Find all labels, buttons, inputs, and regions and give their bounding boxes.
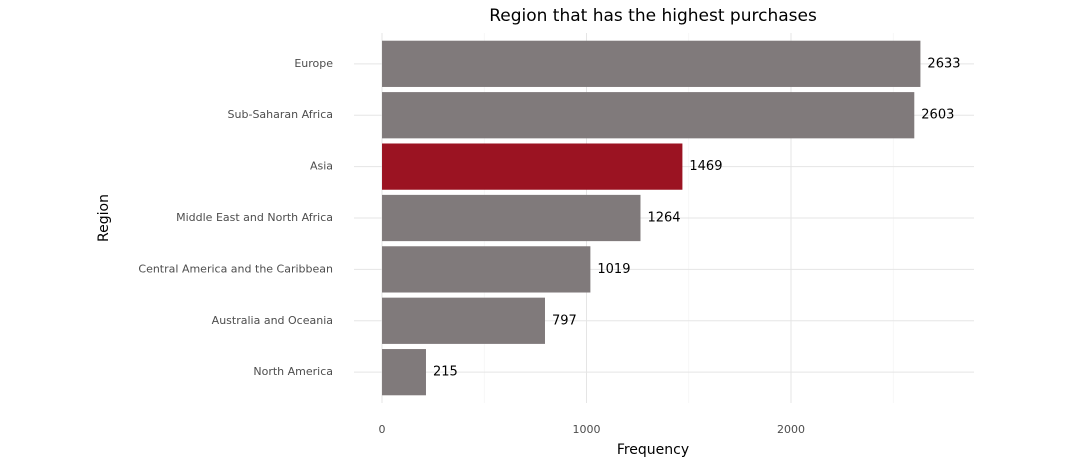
bar (382, 349, 426, 396)
bar (382, 246, 591, 293)
value-label: 2633 (927, 56, 960, 71)
y-tick-label: Europe (294, 57, 333, 70)
value-label: 797 (552, 313, 577, 328)
chart-title: Region that has the highest purchases (489, 6, 817, 26)
value-label: 215 (433, 365, 458, 380)
y-tick-label: Middle East and North Africa (176, 211, 333, 224)
bar (382, 40, 921, 87)
value-label: 1264 (647, 211, 680, 226)
x-tick-label: 0 (379, 423, 386, 436)
bar (382, 297, 545, 344)
value-label: 1019 (597, 262, 630, 277)
x-axis-title: Frequency (617, 442, 689, 458)
bar (382, 194, 641, 242)
x-tick-label: 1000 (573, 423, 601, 436)
y-tick-label: Sub-Saharan Africa (228, 108, 333, 121)
y-tick-label: Central America and the Caribbean (138, 262, 333, 275)
y-tick-label: Australia and Oceania (212, 314, 333, 327)
y-tick-label: Asia (310, 160, 333, 173)
y-axis-title: Region (96, 194, 112, 242)
y-tick-label: North America (253, 365, 333, 378)
value-label: 1469 (689, 159, 722, 174)
value-label: 2603 (921, 108, 954, 123)
x-tick-label: 2000 (777, 423, 805, 436)
bar (382, 143, 683, 190)
bar (382, 92, 915, 139)
